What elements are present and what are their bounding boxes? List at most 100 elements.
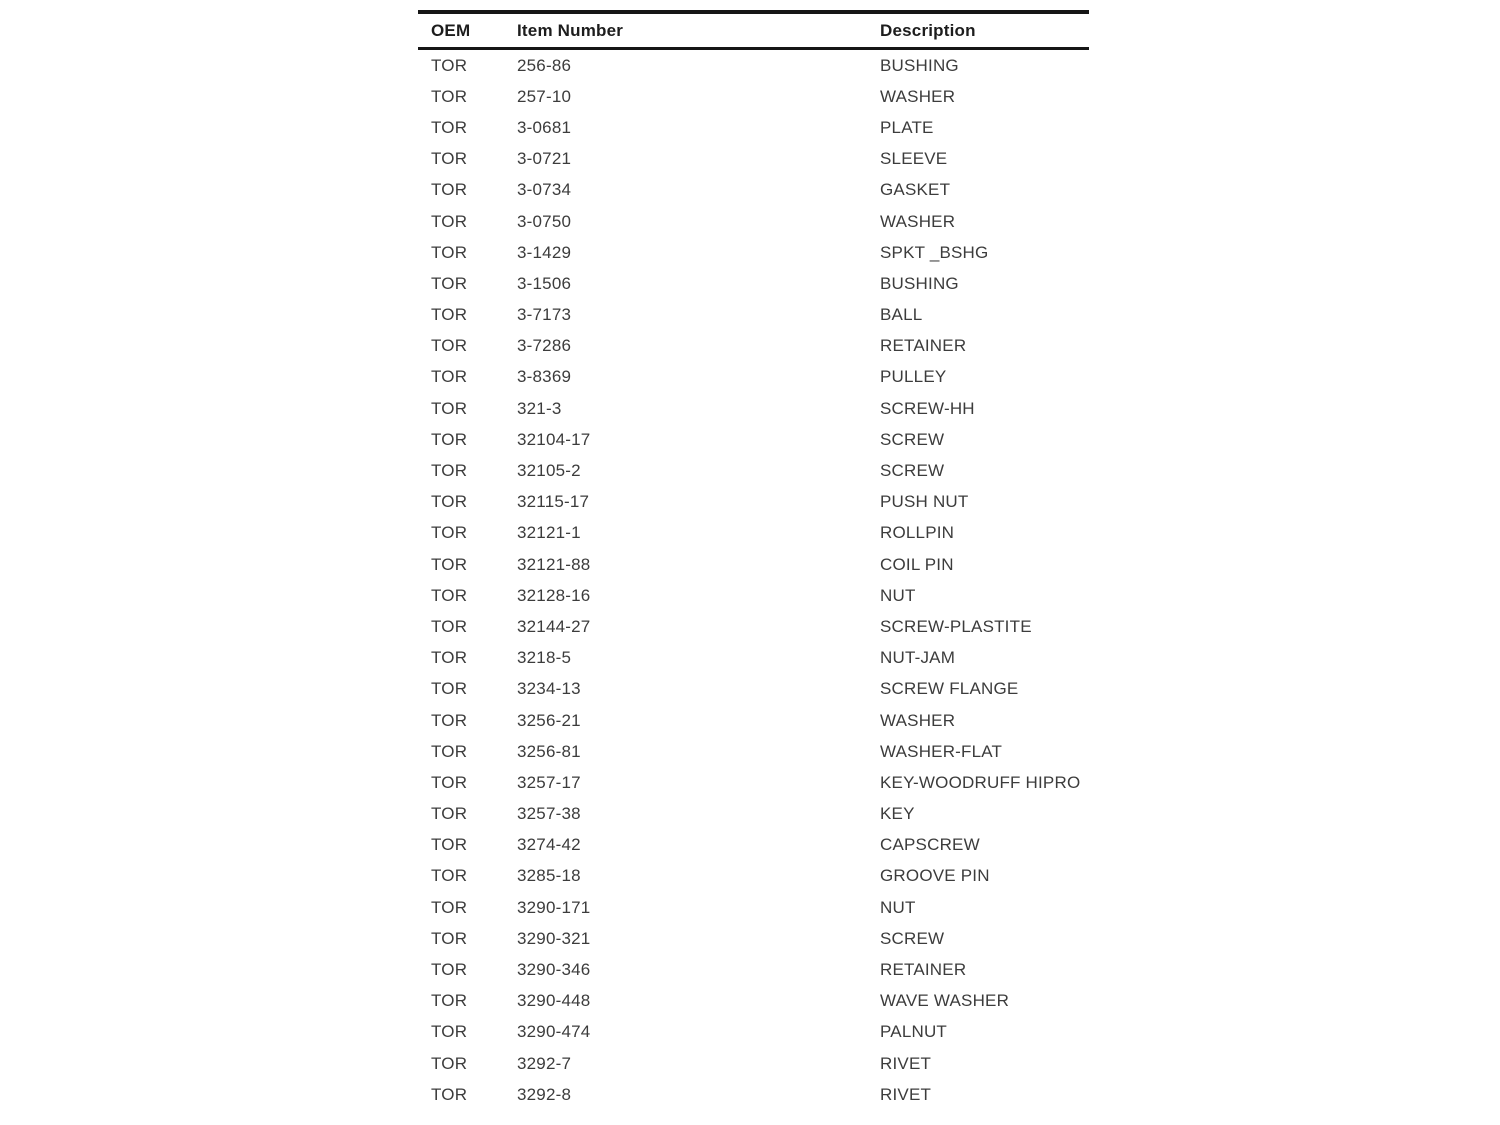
- cell-description: COIL PIN: [880, 554, 954, 574]
- cell-description: RETAINER: [880, 336, 967, 356]
- table-row: TOR 3234-13 SCREW FLANGE: [418, 674, 1089, 705]
- cell-item-number: 321-3: [517, 398, 562, 418]
- table-row: TOR 3257-17 KEY-WOODRUFF HIPRO: [418, 767, 1089, 798]
- cell-description: KEY-WOODRUFF HIPRO: [880, 772, 1081, 792]
- table-row: TOR 3-7286 RETAINER: [418, 331, 1089, 362]
- cell-item-number: 256-86: [517, 55, 572, 75]
- cell-description: PULLEY: [880, 367, 947, 387]
- cell-oem: TOR: [431, 741, 468, 761]
- cell-oem: TOR: [431, 928, 468, 948]
- cell-oem: TOR: [431, 336, 468, 356]
- table-row: TOR 3292-8 RIVET: [418, 1079, 1089, 1110]
- cell-item-number: 3257-38: [517, 804, 581, 824]
- cell-oem: TOR: [431, 211, 468, 231]
- cell-description: PUSH NUT: [880, 492, 969, 512]
- cell-item-number: 3285-18: [517, 866, 581, 886]
- cell-item-number: 3218-5: [517, 648, 572, 668]
- table-row: TOR 32128-16 NUT: [418, 580, 1089, 611]
- table-row: TOR 3290-346 RETAINER: [418, 954, 1089, 985]
- cell-oem: TOR: [431, 461, 468, 481]
- cell-item-number: 3274-42: [517, 835, 581, 855]
- header-row: OEM Item Number Description: [418, 12, 1089, 50]
- cell-description: WASHER: [880, 86, 956, 106]
- cell-oem: TOR: [431, 679, 468, 699]
- cell-oem: TOR: [431, 991, 468, 1011]
- cell-item-number: 3257-17: [517, 772, 581, 792]
- cell-item-number: 32144-27: [517, 616, 591, 636]
- cell-description: NUT: [880, 897, 916, 917]
- table-row: TOR 3257-38 KEY: [418, 799, 1089, 830]
- cell-oem: TOR: [431, 897, 468, 917]
- table-row: TOR 3256-81 WASHER-FLAT: [418, 736, 1089, 767]
- column-header-oem: OEM: [418, 12, 517, 50]
- table-row: TOR 32105-2 SCREW: [418, 455, 1089, 486]
- cell-item-number: 32104-17: [517, 429, 591, 449]
- table-row: TOR 3-7173 BALL: [418, 300, 1089, 331]
- cell-item-number: 257-10: [517, 86, 572, 106]
- cell-oem: TOR: [431, 710, 468, 730]
- cell-description: GROOVE PIN: [880, 866, 990, 886]
- cell-oem: TOR: [431, 149, 468, 169]
- table-row: TOR 3290-321 SCREW: [418, 923, 1089, 954]
- cell-description: NUT-JAM: [880, 648, 956, 668]
- column-header-item-number: Item Number: [517, 12, 880, 50]
- cell-oem: TOR: [431, 772, 468, 792]
- cell-item-number: 3-0681: [517, 117, 572, 137]
- cell-oem: TOR: [431, 585, 468, 605]
- table-row: TOR 32121-88 COIL PIN: [418, 549, 1089, 580]
- cell-oem: TOR: [431, 1022, 468, 1042]
- cell-item-number: 3256-21: [517, 710, 581, 730]
- table-row: TOR 321-3 SCREW-HH: [418, 393, 1089, 424]
- table-row: TOR 3-0734 GASKET: [418, 175, 1089, 206]
- cell-item-number: 3-0750: [517, 211, 572, 231]
- table-row: TOR 257-10 WASHER: [418, 81, 1089, 112]
- cell-item-number: 3-0734: [517, 180, 572, 200]
- cell-oem: TOR: [431, 86, 468, 106]
- table-row: TOR 3218-5 NUT-JAM: [418, 643, 1089, 674]
- cell-item-number: 32128-16: [517, 585, 591, 605]
- cell-description: SLEEVE: [880, 149, 948, 169]
- cell-item-number: 3292-7: [517, 1053, 572, 1073]
- cell-oem: TOR: [431, 367, 468, 387]
- cell-oem: TOR: [431, 492, 468, 512]
- table-row: TOR 3-0750 WASHER: [418, 206, 1089, 237]
- table-row: TOR 3290-448 WAVE WASHER: [418, 986, 1089, 1017]
- cell-description: NUT: [880, 585, 916, 605]
- parts-table-header: OEM Item Number Description: [418, 12, 1089, 50]
- cell-item-number: 3-7286: [517, 336, 572, 356]
- parts-table: OEM Item Number Description TOR 256-86 BUS…: [418, 10, 1089, 1110]
- table-row: TOR 3-8369 PULLEY: [418, 362, 1089, 393]
- cell-oem: TOR: [431, 648, 468, 668]
- cell-item-number: 3-8369: [517, 367, 572, 387]
- table-row: TOR 3285-18 GROOVE PIN: [418, 861, 1089, 892]
- cell-description: SCREW: [880, 429, 945, 449]
- cell-oem: TOR: [431, 429, 468, 449]
- cell-description: PALNUT: [880, 1022, 948, 1042]
- cell-description: SCREW: [880, 461, 945, 481]
- cell-item-number: 32121-1: [517, 523, 581, 543]
- cell-oem: TOR: [431, 960, 468, 980]
- cell-description: SCREW-HH: [880, 398, 975, 418]
- cell-item-number: 3-0721: [517, 149, 572, 169]
- cell-description: RETAINER: [880, 960, 967, 980]
- cell-oem: TOR: [431, 117, 468, 137]
- cell-oem: TOR: [431, 804, 468, 824]
- cell-description: GASKET: [880, 180, 951, 200]
- table-row: TOR 3290-474 PALNUT: [418, 1017, 1089, 1048]
- cell-item-number: 3256-81: [517, 741, 581, 761]
- cell-description: ROLLPIN: [880, 523, 955, 543]
- cell-description: KEY: [880, 804, 915, 824]
- cell-description: SCREW FLANGE: [880, 679, 1019, 699]
- cell-item-number: 3290-346: [517, 960, 591, 980]
- cell-item-number: 3292-8: [517, 1084, 572, 1104]
- cell-description: BUSHING: [880, 273, 959, 293]
- table-row: TOR 32115-17 PUSH NUT: [418, 487, 1089, 518]
- cell-oem: TOR: [431, 55, 468, 75]
- cell-item-number: 3-7173: [517, 305, 572, 325]
- table-row: TOR 3292-7 RIVET: [418, 1048, 1089, 1079]
- cell-description: CAPSCREW: [880, 835, 980, 855]
- cell-oem: TOR: [431, 523, 468, 543]
- cell-description: BALL: [880, 305, 923, 325]
- cell-oem: TOR: [431, 616, 468, 636]
